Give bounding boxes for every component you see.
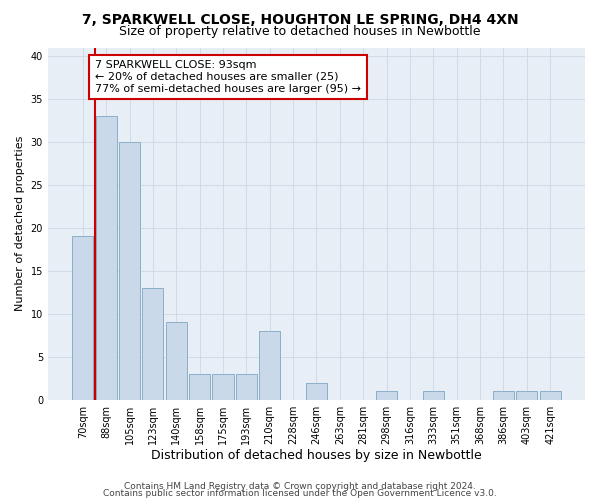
Text: Contains public sector information licensed under the Open Government Licence v3: Contains public sector information licen… <box>103 489 497 498</box>
Text: Size of property relative to detached houses in Newbottle: Size of property relative to detached ho… <box>119 25 481 38</box>
Bar <box>212 374 233 400</box>
Bar <box>493 391 514 400</box>
Text: 7 SPARKWELL CLOSE: 93sqm
← 20% of detached houses are smaller (25)
77% of semi-d: 7 SPARKWELL CLOSE: 93sqm ← 20% of detach… <box>95 60 361 94</box>
Bar <box>142 288 163 400</box>
Bar <box>539 391 560 400</box>
Bar <box>119 142 140 400</box>
Text: Contains HM Land Registry data © Crown copyright and database right 2024.: Contains HM Land Registry data © Crown c… <box>124 482 476 491</box>
Bar <box>166 322 187 400</box>
Bar <box>423 391 444 400</box>
Bar <box>516 391 537 400</box>
Bar <box>236 374 257 400</box>
Bar <box>95 116 117 400</box>
Bar <box>306 382 327 400</box>
X-axis label: Distribution of detached houses by size in Newbottle: Distribution of detached houses by size … <box>151 450 482 462</box>
Text: 7, SPARKWELL CLOSE, HOUGHTON LE SPRING, DH4 4XN: 7, SPARKWELL CLOSE, HOUGHTON LE SPRING, … <box>82 12 518 26</box>
Bar <box>376 391 397 400</box>
Bar <box>189 374 210 400</box>
Bar <box>73 236 94 400</box>
Bar <box>259 331 280 400</box>
Y-axis label: Number of detached properties: Number of detached properties <box>15 136 25 312</box>
